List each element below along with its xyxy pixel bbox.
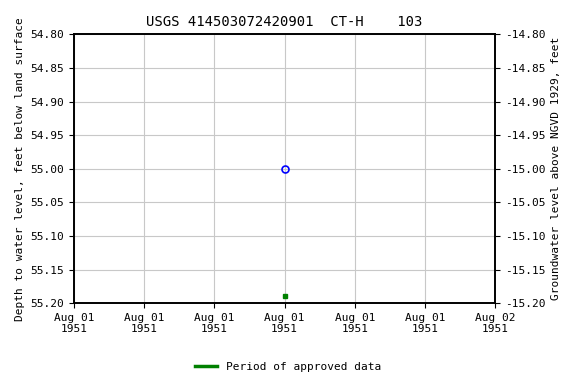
Y-axis label: Groundwater level above NGVD 1929, feet: Groundwater level above NGVD 1929, feet [551, 37, 561, 300]
Title: USGS 414503072420901  CT-H    103: USGS 414503072420901 CT-H 103 [146, 15, 423, 29]
Y-axis label: Depth to water level, feet below land surface: Depth to water level, feet below land su… [15, 17, 25, 321]
Legend: Period of approved data: Period of approved data [191, 358, 385, 377]
